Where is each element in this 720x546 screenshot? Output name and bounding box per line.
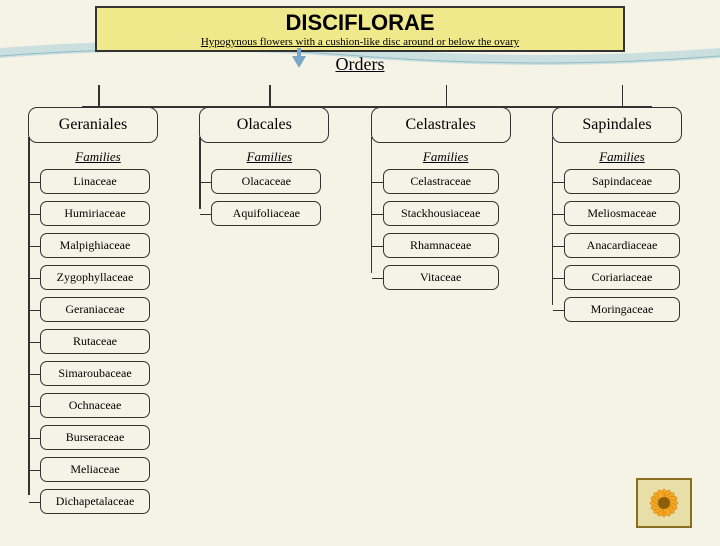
family-box: Vitaceae	[383, 265, 499, 290]
family-box: Stackhousiaceae	[383, 201, 499, 226]
order-box-olacales: Olacales	[199, 107, 329, 143]
family-box: Simaroubaceae	[40, 361, 150, 386]
family-box: Burseraceae	[40, 425, 150, 450]
title-box: DISCIFLORAE Hypogynous flowers with a cu…	[95, 6, 625, 52]
family-box: Geraniaceae	[40, 297, 150, 322]
vtick	[446, 85, 448, 107]
family-list-celastrales: Celastraceae Stackhousiaceae Rhamnaceae …	[371, 169, 521, 290]
order-box-sapindales: Sapindales	[552, 107, 682, 143]
families-label: Families	[28, 149, 168, 165]
orders-label: Orders	[0, 54, 720, 75]
order-box-geraniales: Geraniales	[28, 107, 158, 143]
arrow-down-icon	[292, 56, 306, 68]
family-box: Ochnaceae	[40, 393, 150, 418]
families-label: Families	[552, 149, 692, 165]
fam-vline	[552, 137, 554, 305]
family-box: Zygophyllaceae	[40, 265, 150, 290]
fam-vline	[371, 137, 373, 273]
column-olacales: Olacales Families Olacaceae Aquifoliacea…	[199, 107, 339, 521]
family-box: Celastraceae	[383, 169, 499, 194]
family-box: Coriariaceae	[564, 265, 680, 290]
column-celastrales: Celastrales Families Celastraceae Stackh…	[371, 107, 521, 521]
family-box: Rhamnaceae	[383, 233, 499, 258]
families-label: Families	[199, 149, 339, 165]
family-box: Rutaceae	[40, 329, 150, 354]
family-box: Humiriaceae	[40, 201, 150, 226]
family-box: Malpighiaceae	[40, 233, 150, 258]
family-box: Aquifoliaceae	[211, 201, 321, 226]
family-box: Meliosmaceae	[564, 201, 680, 226]
columns-container: Geraniales Families Linaceae Humiriaceae…	[0, 107, 720, 521]
arrow-stem	[297, 48, 301, 56]
column-geraniales: Geraniales Families Linaceae Humiriaceae…	[28, 107, 168, 521]
vtick	[622, 85, 624, 107]
column-sapindales: Sapindales Families Sapindaceae Meliosma…	[552, 107, 692, 521]
family-box: Linaceae	[40, 169, 150, 194]
family-box: Meliaceae	[40, 457, 150, 482]
family-box: Moringaceae	[564, 297, 680, 322]
families-label: Families	[371, 149, 521, 165]
main-title: DISCIFLORAE	[97, 10, 623, 36]
family-box: Anacardiaceae	[564, 233, 680, 258]
family-list-geraniales: Linaceae Humiriaceae Malpighiaceae Zygop…	[28, 169, 168, 514]
family-box: Sapindaceae	[564, 169, 680, 194]
family-box: Dichapetalaceae	[40, 489, 150, 514]
vtick	[269, 85, 271, 107]
family-list-olacales: Olacaceae Aquifoliaceae	[199, 169, 339, 226]
family-box: Olacaceae	[211, 169, 321, 194]
fam-vline	[28, 137, 30, 495]
subtitle: Hypogynous flowers with a cushion-like d…	[97, 36, 623, 48]
family-list-sapindales: Sapindaceae Meliosmaceae Anacardiaceae C…	[552, 169, 692, 322]
order-box-celastrales: Celastrales	[371, 107, 511, 143]
fam-vline	[199, 137, 201, 209]
orders-text: Orders	[336, 54, 385, 74]
vtick	[98, 85, 100, 107]
